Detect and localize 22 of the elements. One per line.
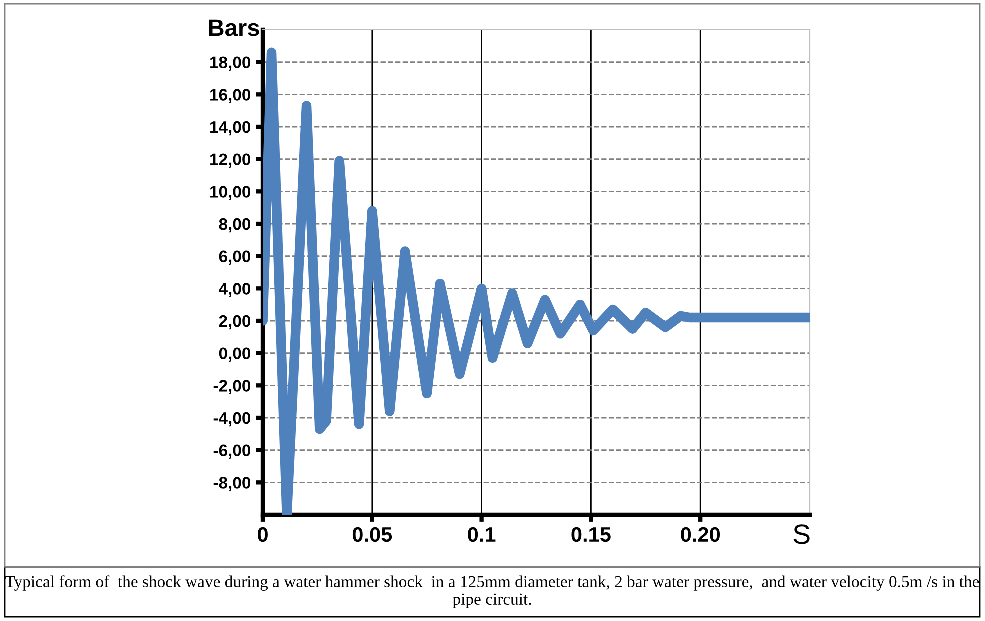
y-tick-label: -6,00 — [214, 444, 251, 459]
y-tick-label: 0,00 — [219, 348, 251, 362]
x-tick-label: 0.15 — [572, 527, 611, 542]
x-axis-title: S — [794, 524, 810, 544]
y-tick-label: 6,00 — [219, 250, 251, 265]
x-tick-label: 0.05 — [352, 527, 392, 542]
y-tick-label: 14,00 — [210, 121, 251, 136]
y-tick-label: 10,00 — [210, 186, 251, 200]
y-axis-title: Bars — [209, 20, 260, 36]
x-tick-label: 0.1 — [468, 527, 496, 542]
y-tick-label: 2,00 — [219, 315, 251, 330]
x-tick-label: 0 — [258, 527, 268, 542]
y-tick-label: 12,00 — [210, 154, 251, 168]
y-tick-label: 16,00 — [210, 89, 251, 104]
y-tick-label: 18,00 — [210, 56, 251, 71]
x-tick-label: 0.20 — [681, 527, 720, 542]
y-tick-label: -8,00 — [214, 477, 251, 492]
y-tick-label: -4,00 — [214, 412, 251, 427]
y-tick-label: 8,00 — [219, 218, 251, 233]
y-tick-label: 4,00 — [219, 283, 251, 298]
text: Typical form of the shock wave during a water hammer shock in a 125mm diameter tank, 2 bar water pressure, and water velocity 0.5m /s in the pipe circuit. — [6, 576, 980, 608]
y-tick-label: -2,00 — [214, 380, 251, 394]
